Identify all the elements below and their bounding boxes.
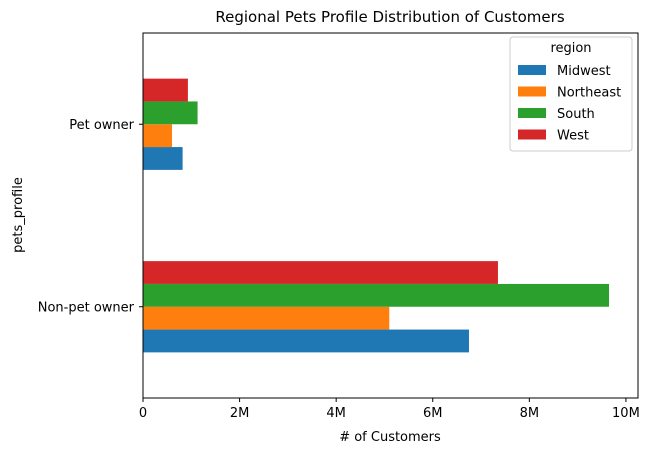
- bar-south-non-pet-owner: [143, 283, 610, 307]
- x-tick-label: 8M: [520, 406, 540, 421]
- y-tick-label: Non-pet owner: [38, 300, 135, 315]
- x-axis: 0 2M 4M 6M 8M 10M: [139, 398, 640, 421]
- legend-swatch-west: [518, 129, 546, 140]
- bar-west-pet-owner: [143, 78, 188, 102]
- legend-swatch-south: [518, 108, 546, 118]
- y-tick-label: Pet owner: [69, 118, 134, 133]
- legend-label-west: West: [557, 129, 589, 144]
- legend-label-midwest: Midwest: [557, 64, 611, 79]
- x-tick-label: 6M: [423, 406, 443, 421]
- legend-title: region: [550, 41, 591, 56]
- bar-midwest-pet-owner: [143, 147, 183, 170]
- legend-label-northeast: Northeast: [557, 86, 621, 101]
- x-tick-label: 2M: [230, 406, 250, 421]
- bar-midwest-non-pet-owner: [143, 329, 469, 353]
- bar-northeast-non-pet-owner: [143, 306, 390, 330]
- x-tick-label: 4M: [326, 406, 346, 421]
- chart-title: Regional Pets Profile Distribution of Cu…: [215, 8, 564, 26]
- bars-group: [143, 78, 610, 353]
- bar-south-pet-owner: [143, 101, 198, 125]
- legend: region Midwest Northeast South West: [509, 36, 633, 152]
- y-axis-label: pets_profile: [11, 177, 26, 253]
- x-axis-label: # of Customers: [339, 430, 441, 445]
- x-tick-label: 0: [139, 406, 147, 421]
- legend-swatch-northeast: [518, 86, 546, 97]
- plot-frame: [142, 32, 639, 399]
- bar-west-non-pet-owner: [143, 261, 498, 284]
- x-tick-label: 10M: [612, 406, 640, 421]
- bar-northeast-pet-owner: [143, 124, 172, 148]
- y-axis: Non-pet owner Pet owner: [38, 118, 143, 315]
- legend-label-south: South: [557, 107, 595, 122]
- legend-swatch-midwest: [518, 65, 546, 75]
